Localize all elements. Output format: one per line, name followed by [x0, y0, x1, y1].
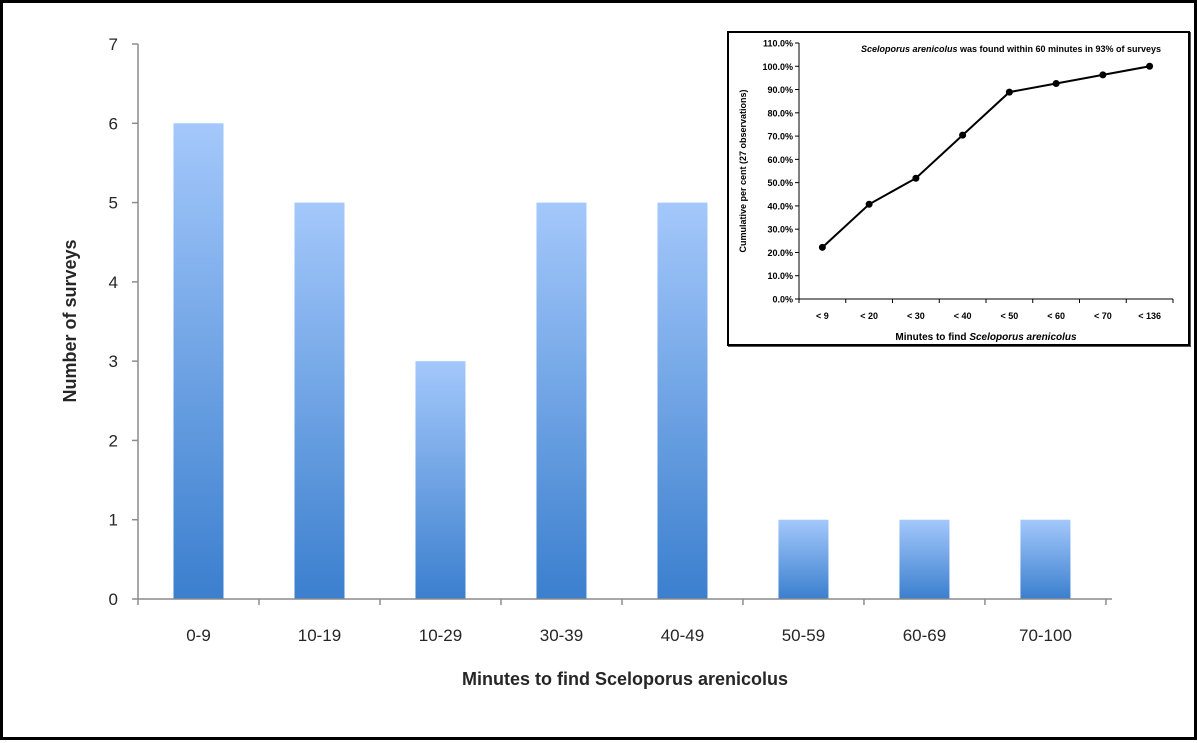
cumulative-line-chart: Sceloporus arenicolus was found within 6…	[738, 39, 1174, 343]
y-tick-label: 2	[109, 431, 118, 450]
bar-0-9	[173, 123, 224, 600]
inset-point-< 136	[1146, 62, 1154, 70]
inset-x-tick-label: < 40	[954, 311, 972, 321]
inset-y-tick-label: 20.0%	[767, 248, 793, 258]
inset-point-< 60	[1052, 79, 1060, 87]
x-tick-label: 40-49	[661, 626, 704, 645]
inset-y-tick-label: 40.0%	[767, 201, 793, 211]
inset-point-< 40	[959, 131, 967, 139]
inset-xlabel-prefix: Minutes to find	[895, 332, 969, 343]
x-tick-label: 30-39	[540, 626, 583, 645]
bar-40-49	[657, 202, 708, 600]
y-tick-label: 6	[109, 114, 118, 133]
bar-30-39	[536, 202, 587, 600]
inset-y-axis-title: Cumulative per cent (27 observations)	[738, 89, 748, 252]
inset-x-tick-label: < 136	[1138, 311, 1161, 321]
inset-point-< 70	[1099, 71, 1107, 79]
y-tick-label: 0	[109, 590, 118, 609]
inset-y-tick-label: 60.0%	[767, 155, 793, 165]
inset-y-tick-label: 30.0%	[767, 225, 793, 235]
inset-point-< 20	[865, 200, 873, 208]
inset-title-rest: was found within 60 minutes in 93% of su…	[957, 44, 1161, 54]
inset-title-species: Sceloporus arenicolus	[861, 44, 958, 54]
x-tick-label: 10-19	[298, 626, 341, 645]
inset-y-tick-label: 100.0%	[762, 62, 793, 72]
bar-50-59	[778, 519, 829, 599]
inset-point-< 50	[1005, 88, 1013, 96]
inset-x-axis-title: Minutes to find Sceloporus arenicolus	[895, 332, 1077, 343]
x-axis-title: Minutes to find Sceloporus arenicolus	[462, 669, 788, 689]
inset-x-tick-label: < 9	[816, 311, 829, 321]
inset-title: Sceloporus arenicolus was found within 6…	[861, 44, 1161, 54]
y-tick-label: 5	[109, 194, 118, 213]
x-tick-label: 50-59	[782, 626, 825, 645]
inset-y-tick-label: 110.0%	[763, 39, 793, 49]
y-tick-label: 7	[109, 35, 118, 54]
inset-x-tick-label: < 60	[1047, 311, 1065, 321]
inset-point-< 9	[818, 243, 826, 251]
inset-x-tick-label: < 20	[860, 311, 878, 321]
y-axis-title: Number of surveys	[60, 239, 80, 402]
y-tick-label: 1	[109, 511, 118, 530]
y-tick-label: 4	[109, 273, 118, 292]
bar-10-19	[294, 202, 345, 600]
inset-x-tick-label: < 70	[1094, 311, 1112, 321]
bar-chart: 0 1 2 3 4 5 6 7 0-9 10-19 10-29 30-39 40-49 50-59 60-…	[60, 35, 1112, 689]
bar-10-29	[415, 361, 466, 599]
inset-y-tick-label: 90.0%	[767, 85, 793, 95]
x-tick-label: 60-69	[903, 626, 946, 645]
inset-x-tick-label: < 50	[1000, 311, 1018, 321]
cumulative-inset: Sceloporus arenicolus was found within 6…	[727, 31, 1190, 346]
inset-x-tick-label: < 30	[907, 311, 925, 321]
inset-y-tick-label: 80.0%	[767, 108, 793, 118]
inset-y-tick-label: 50.0%	[767, 178, 793, 188]
inset-point-< 30	[912, 174, 920, 182]
inset-y-tick-label: 10.0%	[767, 271, 793, 281]
inset-series-line	[821, 65, 1150, 249]
x-tick-label: 0-9	[186, 626, 211, 645]
inset-y-tick-label: 0.0%	[772, 295, 793, 305]
bar-60-69	[899, 519, 950, 599]
y-tick-label: 3	[109, 352, 118, 371]
bar-70-100	[1020, 519, 1071, 599]
x-tick-label: 70-100	[1019, 626, 1072, 645]
x-tick-label: 10-29	[419, 626, 462, 645]
inset-y-tick-label: 70.0%	[767, 132, 793, 142]
inset-xlabel-species: Sceloporus arenicolus	[969, 332, 1077, 343]
